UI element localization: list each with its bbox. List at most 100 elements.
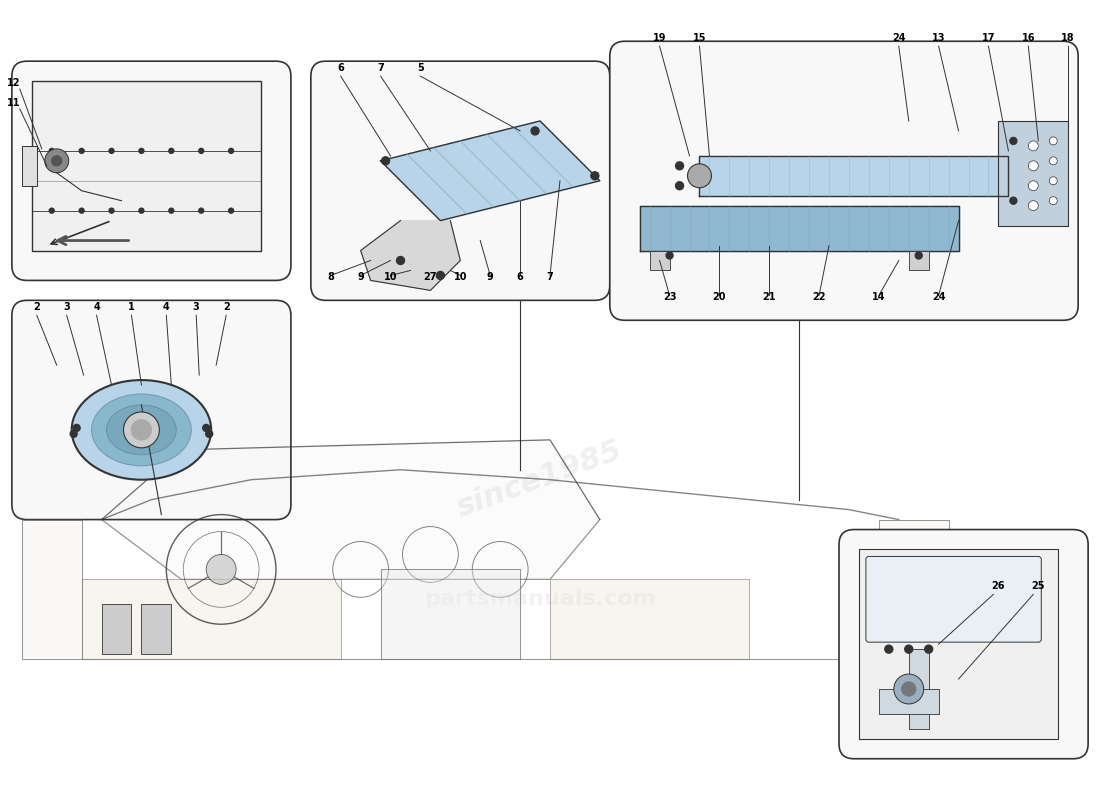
Circle shape [894, 674, 924, 704]
Polygon shape [700, 156, 1009, 196]
Circle shape [139, 148, 144, 154]
Text: 22: 22 [812, 292, 826, 302]
Circle shape [1049, 157, 1057, 165]
Circle shape [1010, 138, 1016, 144]
Circle shape [437, 271, 444, 279]
Text: 26: 26 [992, 582, 1005, 591]
Circle shape [206, 430, 212, 438]
Circle shape [1049, 177, 1057, 185]
Circle shape [79, 148, 84, 154]
Circle shape [902, 682, 915, 696]
Text: 24: 24 [932, 292, 945, 302]
Circle shape [109, 208, 114, 213]
Bar [650, 250, 670, 270]
Polygon shape [101, 440, 600, 579]
Text: 2: 2 [223, 302, 230, 312]
Circle shape [1028, 161, 1038, 170]
Text: 7: 7 [377, 63, 384, 73]
Circle shape [396, 257, 405, 265]
Text: 1: 1 [128, 302, 135, 312]
Ellipse shape [72, 380, 211, 480]
Circle shape [1049, 197, 1057, 205]
Text: 11: 11 [7, 98, 21, 108]
Circle shape [199, 148, 204, 154]
Text: 3: 3 [64, 302, 70, 312]
Bar [909, 250, 928, 270]
Circle shape [206, 554, 236, 584]
Circle shape [50, 208, 54, 213]
Circle shape [132, 420, 152, 440]
Circle shape [1010, 198, 1016, 204]
Circle shape [45, 149, 68, 173]
Bar [859, 550, 1058, 739]
FancyBboxPatch shape [12, 61, 290, 281]
Circle shape [675, 162, 683, 170]
Polygon shape [879, 519, 948, 659]
Polygon shape [381, 121, 600, 221]
Bar [909, 649, 928, 729]
Text: 21: 21 [762, 292, 776, 302]
Circle shape [667, 252, 673, 259]
Polygon shape [381, 570, 520, 659]
Circle shape [123, 412, 160, 448]
Bar [22, 146, 36, 186]
Circle shape [1028, 141, 1038, 151]
Circle shape [905, 645, 913, 653]
Text: 2: 2 [33, 302, 41, 312]
FancyBboxPatch shape [311, 61, 609, 300]
Circle shape [139, 208, 144, 213]
Bar [32, 81, 261, 250]
Text: 15: 15 [693, 34, 706, 43]
FancyBboxPatch shape [839, 530, 1088, 758]
Circle shape [52, 156, 62, 166]
Text: 27: 27 [424, 273, 437, 282]
Circle shape [675, 182, 683, 190]
Text: 19: 19 [653, 34, 667, 43]
Text: 4: 4 [94, 302, 100, 312]
Bar [999, 121, 1068, 226]
Bar [879, 689, 938, 714]
Circle shape [382, 157, 389, 165]
Circle shape [1028, 181, 1038, 190]
Circle shape [168, 208, 174, 213]
Text: 6: 6 [338, 63, 344, 73]
Circle shape [591, 172, 598, 180]
Circle shape [168, 148, 174, 154]
FancyBboxPatch shape [609, 42, 1078, 320]
Text: 18: 18 [1062, 34, 1075, 43]
Circle shape [1049, 137, 1057, 145]
Polygon shape [22, 519, 81, 659]
Text: 10: 10 [453, 273, 468, 282]
Polygon shape [640, 206, 958, 250]
Ellipse shape [91, 394, 191, 466]
Circle shape [109, 148, 114, 154]
Text: 24: 24 [892, 34, 905, 43]
Text: 9: 9 [487, 273, 494, 282]
Bar [142, 604, 172, 654]
Bar [101, 604, 132, 654]
Circle shape [229, 208, 233, 213]
Text: 13: 13 [932, 34, 945, 43]
Text: 7: 7 [547, 273, 553, 282]
Circle shape [925, 645, 933, 653]
Text: 25: 25 [1032, 582, 1045, 591]
FancyBboxPatch shape [12, 300, 290, 519]
Text: 5: 5 [417, 63, 424, 73]
Circle shape [74, 425, 80, 431]
Text: partsmanuals.com: partsmanuals.com [425, 590, 656, 610]
Circle shape [70, 430, 77, 438]
Text: 17: 17 [981, 34, 996, 43]
Text: 3: 3 [192, 302, 199, 312]
FancyBboxPatch shape [866, 557, 1042, 642]
Circle shape [1028, 201, 1038, 210]
Circle shape [199, 208, 204, 213]
Circle shape [79, 208, 84, 213]
Text: 16: 16 [1022, 34, 1035, 43]
Circle shape [50, 148, 54, 154]
Text: 10: 10 [384, 273, 397, 282]
Text: 12: 12 [7, 78, 21, 88]
Circle shape [915, 252, 922, 259]
Text: 20: 20 [713, 292, 726, 302]
Text: 6: 6 [517, 273, 524, 282]
Circle shape [202, 425, 210, 431]
